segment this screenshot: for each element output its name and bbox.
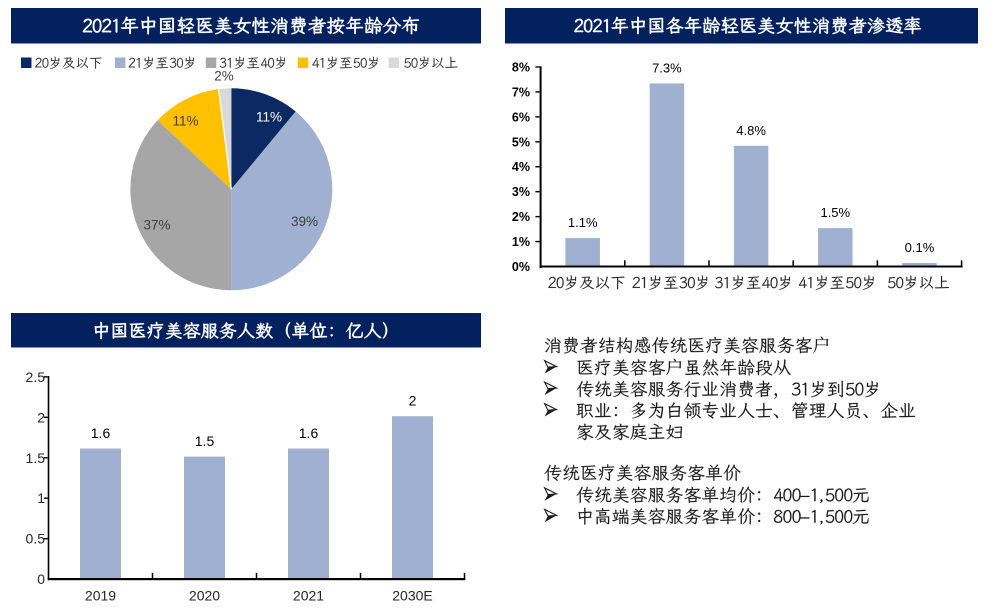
- svg-text:11%: 11%: [172, 114, 198, 129]
- svg-text:1.1%: 1.1%: [568, 215, 598, 230]
- svg-text:0%: 0%: [512, 260, 530, 274]
- svg-text:37%: 37%: [143, 218, 170, 233]
- svg-text:1%: 1%: [512, 235, 530, 249]
- svg-text:1.6: 1.6: [91, 425, 111, 441]
- svg-text:4%: 4%: [512, 160, 530, 174]
- svg-text:2019: 2019: [85, 588, 116, 604]
- svg-text:0.5: 0.5: [26, 531, 46, 547]
- svg-text:39%: 39%: [291, 214, 318, 229]
- svg-text:2020: 2020: [189, 588, 220, 604]
- svg-text:11%: 11%: [256, 110, 282, 125]
- svg-text:6%: 6%: [512, 110, 530, 124]
- svg-text:2021: 2021: [293, 588, 324, 604]
- svg-text:2: 2: [37, 409, 45, 425]
- svg-text:1.5%: 1.5%: [820, 205, 850, 220]
- svg-text:1.5: 1.5: [195, 433, 215, 449]
- svg-text:0: 0: [37, 571, 45, 587]
- svg-text:1: 1: [37, 490, 45, 506]
- svg-text:2.5: 2.5: [26, 369, 46, 385]
- svg-text:3%: 3%: [512, 185, 530, 199]
- svg-text:8%: 8%: [512, 61, 530, 75]
- svg-text:2%: 2%: [214, 69, 234, 84]
- svg-text:2: 2: [409, 393, 417, 409]
- svg-text:2030E: 2030E: [392, 588, 432, 604]
- svg-text:7.3%: 7.3%: [652, 60, 682, 75]
- svg-text:5%: 5%: [512, 135, 530, 149]
- svg-text:0.1%: 0.1%: [905, 240, 935, 255]
- svg-text:1.5: 1.5: [26, 450, 46, 466]
- svg-text:1.6: 1.6: [299, 425, 319, 441]
- svg-text:7%: 7%: [512, 85, 530, 99]
- svg-text:4.8%: 4.8%: [736, 123, 766, 138]
- svg-text:2%: 2%: [512, 210, 530, 224]
